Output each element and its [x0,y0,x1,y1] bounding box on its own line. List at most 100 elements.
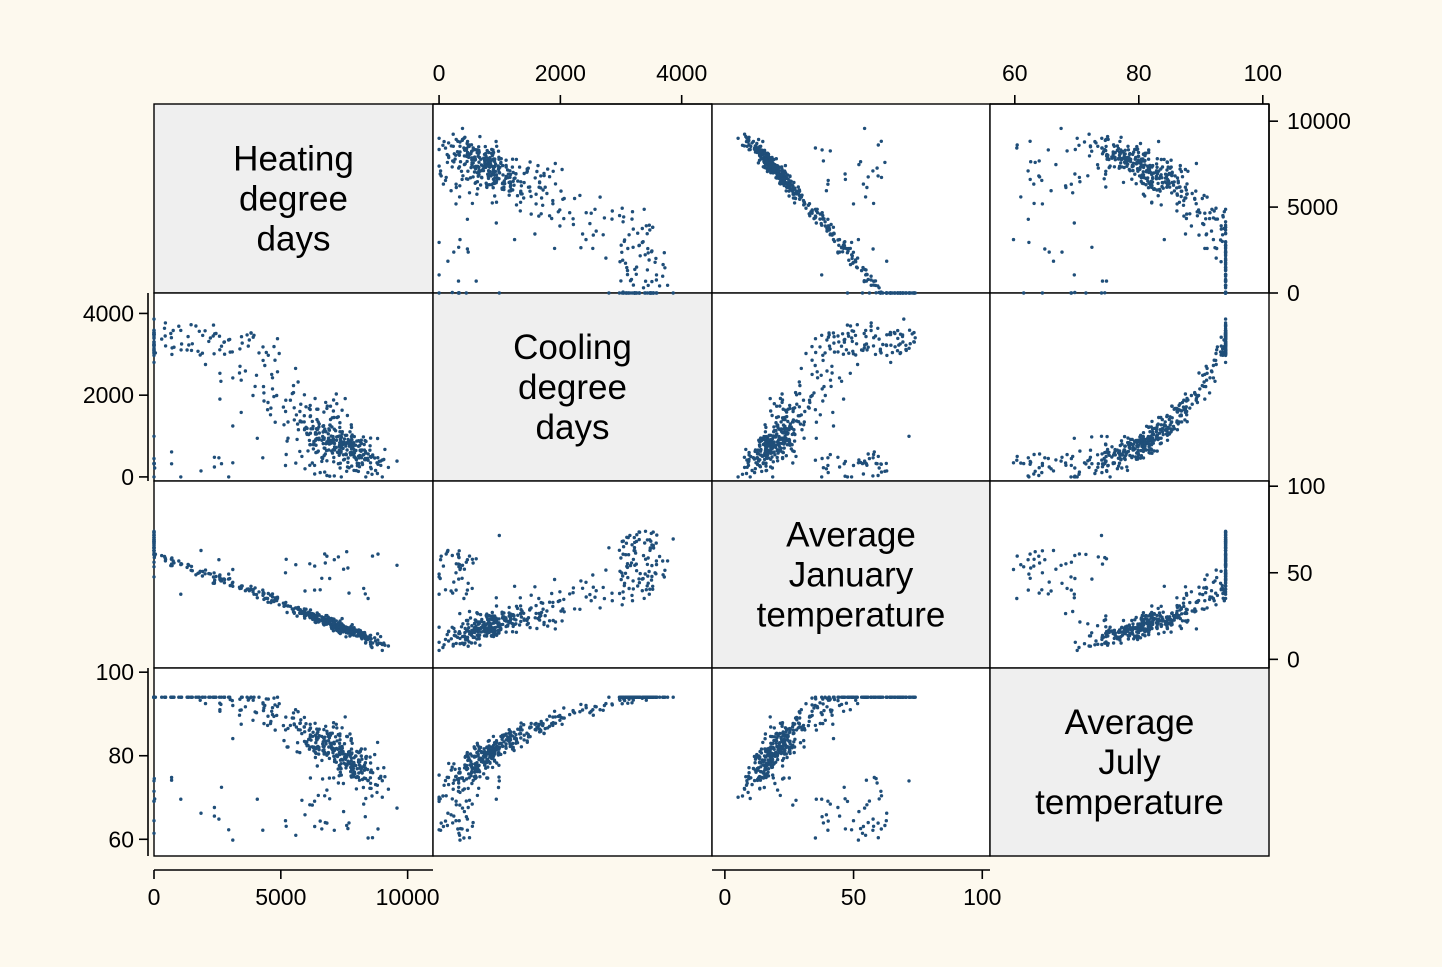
data-point [1182,214,1186,218]
data-point [1043,247,1047,251]
data-point [902,317,906,321]
data-point [654,562,659,567]
data-point [869,328,873,333]
data-point [796,192,801,196]
data-point [1168,185,1172,189]
data-point [780,392,784,396]
data-point [441,824,446,829]
data-point [1154,621,1159,625]
data-point [821,159,826,163]
data-point [465,635,469,639]
data-point [1148,624,1152,629]
data-point [497,155,501,159]
data-point [818,413,822,417]
data-point [1065,586,1069,591]
data-point [368,461,373,465]
data-point [832,341,836,345]
data-point [313,438,318,443]
data-point [1154,162,1159,166]
data-point [821,358,825,363]
data-point [1105,157,1109,161]
data-point [1144,176,1149,181]
data-point [1118,139,1122,144]
data-point [1072,273,1077,277]
data-point [316,793,320,798]
data-point [453,630,457,634]
data-point [791,406,796,411]
data-point [651,584,655,588]
data-point [510,165,515,169]
data-point [634,569,639,573]
data-point [864,334,868,339]
data-point [826,470,830,475]
data-point [305,432,309,437]
data-point [346,460,350,465]
data-point [355,439,359,443]
data-point [457,767,462,771]
data-point [245,587,249,591]
data-point [310,745,314,749]
data-point [469,633,474,637]
data-point [791,461,795,465]
data-point [1122,160,1127,164]
data-point [771,169,775,173]
data-point [1116,156,1121,161]
data-point [362,442,366,447]
scatter-panel [432,103,713,294]
data-point [765,448,769,452]
data-point [793,196,797,200]
data-point [487,183,491,187]
data-point [1103,641,1108,645]
data-point [786,184,790,188]
data-point [1015,454,1019,459]
data-point [657,284,662,288]
data-point [1165,413,1169,418]
data-point [562,716,566,720]
data-point [1110,629,1114,633]
data-point [1168,423,1172,427]
data-point [201,569,205,574]
data-point [763,441,768,445]
data-point [1103,291,1107,295]
data-point [1214,217,1218,221]
data-point [1116,451,1121,455]
data-point [222,581,227,585]
data-point [826,182,830,186]
data-point [1154,617,1159,621]
data-point [152,831,156,835]
data-point [1113,151,1117,155]
data-point [507,180,511,185]
data-point [830,371,834,375]
data-point [1160,184,1164,189]
data-point [1046,592,1051,596]
data-point [317,436,321,440]
data-point [763,423,767,427]
data-point [871,344,876,348]
data-point [457,195,462,199]
data-point [519,612,523,616]
data-point [765,160,769,164]
data-point [850,339,854,344]
data-point [633,267,637,272]
data-point [348,430,352,434]
data-point [510,630,515,634]
data-point [439,821,443,825]
data-point [626,553,631,557]
data-point [1223,576,1228,581]
data-point [1118,151,1123,156]
data-point [1084,552,1088,557]
data-point [441,143,445,147]
data-point [820,387,824,391]
data-point [768,465,773,469]
data-point [752,147,757,151]
data-point [892,291,896,295]
data-point [841,246,846,251]
data-point [820,211,824,215]
data-point [1069,475,1073,479]
data-point [219,785,224,789]
data-point [283,571,288,575]
data-point [1108,475,1112,479]
data-point [841,397,846,401]
data-point [359,754,363,758]
data-point [1184,216,1189,221]
